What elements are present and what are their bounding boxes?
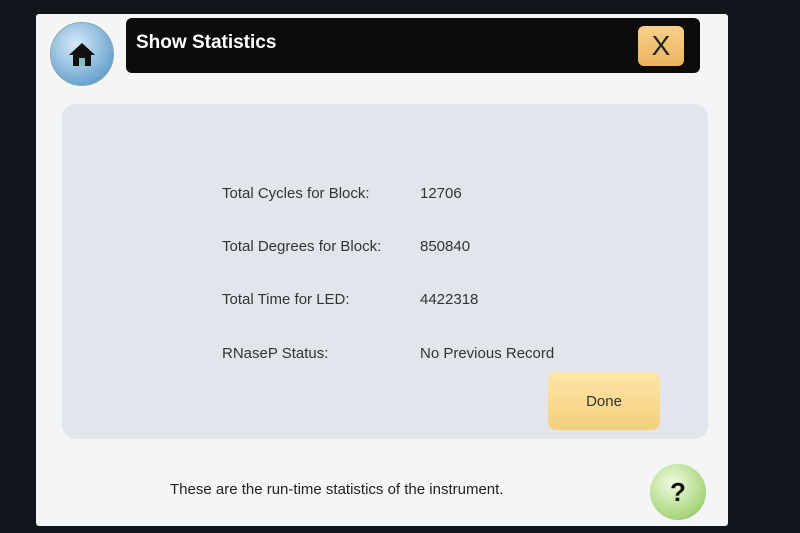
stat-row: Total Cycles for Block: 12706 — [222, 185, 462, 202]
home-icon — [69, 43, 95, 66]
footer-text: These are the run-time statistics of the… — [170, 481, 504, 498]
stat-row: Total Degrees for Block: 850840 — [222, 238, 470, 255]
screen: Show Statistics X Total Cycles for Block… — [36, 14, 728, 526]
title-bar: Show Statistics X — [126, 18, 700, 73]
stat-label: RNaseP Status: — [222, 345, 329, 362]
statistics-panel: Total Cycles for Block: 12706 Total Degre… — [62, 104, 708, 439]
help-button[interactable]: ? — [650, 464, 706, 520]
close-button[interactable]: X — [638, 26, 684, 66]
stat-label: Total Degrees for Block: — [222, 238, 382, 255]
stat-value: 12706 — [420, 185, 462, 202]
stat-value: 850840 — [420, 238, 471, 255]
stat-row: Total Time for LED: 4422318 — [222, 291, 478, 308]
page-title: Show Statistics — [136, 32, 277, 53]
home-button[interactable] — [50, 22, 114, 86]
stat-row: RNaseP Status: No Previous Record — [222, 345, 554, 362]
stat-label: Total Cycles for Block: — [222, 185, 370, 202]
stat-value: 4422318 — [420, 291, 479, 308]
stat-value: No Previous Record — [420, 345, 555, 362]
stat-label: Total Time for LED: — [222, 291, 350, 308]
done-button[interactable]: Done — [548, 372, 660, 430]
